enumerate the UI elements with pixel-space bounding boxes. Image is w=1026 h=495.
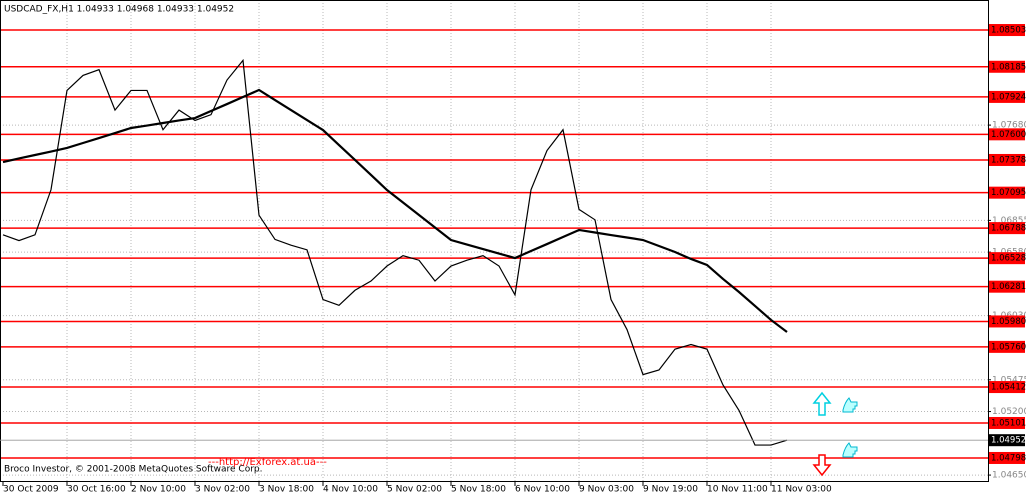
x-tick-label: 6 Nov 10:00: [515, 485, 570, 495]
level-label: 1.08503: [991, 26, 1026, 36]
level-label: 1.04798: [991, 453, 1026, 463]
level-label: 1.07095: [991, 188, 1026, 198]
x-tick-label: 3 Nov 02:00: [195, 485, 250, 495]
level-label-box: [989, 186, 1025, 199]
level-label-box: [989, 60, 1025, 73]
down-arrow-icon: [812, 454, 832, 477]
x-tick-label: 30 Oct 16:00: [67, 485, 126, 495]
credit: Broco Investor, © 2001-2008 MetaQuotes S…: [4, 465, 263, 475]
x-tick-label: 2 Nov 10:00: [131, 485, 186, 495]
level-label: 1.05412: [991, 383, 1026, 393]
level-label-box: [989, 24, 1025, 37]
chart-title: USDCAD_FX,H1 1.04933 1.04968 1.04933 1.0…: [4, 5, 234, 15]
x-tick-label: 9 Nov 03:00: [579, 485, 634, 495]
level-label: 1.06281: [991, 282, 1026, 292]
level-label: 1.05101: [991, 418, 1026, 428]
level-label-box: [989, 416, 1025, 429]
thumb-icon: [842, 442, 858, 458]
x-tick-label: 3 Nov 18:00: [259, 485, 314, 495]
level-label: 1.06528: [991, 254, 1026, 264]
level-label-box: [989, 340, 1025, 353]
x-tick-label: 5 Nov 02:00: [387, 485, 442, 495]
level-label: 1.08185: [991, 62, 1026, 72]
level-label-box: [989, 252, 1025, 265]
price-line: [2, 88, 788, 333]
y-tick-label: 1.06855: [992, 216, 1026, 226]
up-arrow-icon: [812, 391, 832, 416]
current-price-label: 1.04952: [991, 436, 1026, 446]
level-label: 1.06788: [991, 224, 1026, 234]
plot-frame: [0, 0, 989, 482]
level-label: 1.07924: [991, 92, 1026, 102]
level-label-box: [989, 315, 1025, 328]
level-label-box: [989, 381, 1025, 394]
thumb-icon: [842, 397, 858, 413]
level-label-box: [989, 90, 1025, 103]
y-tick-label: 1.07680: [992, 121, 1026, 131]
level-label: 1.07378: [991, 155, 1026, 165]
y-tick-label: 1.04650: [992, 471, 1026, 481]
level-label: 1.07600: [991, 130, 1026, 140]
x-tick-label: 11 Nov 03:00: [771, 485, 832, 495]
price-line: [2, 58, 788, 446]
level-label-box: [989, 280, 1025, 293]
x-tick-label: 30 Oct 2009: [3, 485, 59, 495]
level-label-box: [989, 128, 1025, 141]
x-tick-label: 9 Nov 19:00: [643, 485, 698, 495]
current-price-box: [989, 434, 1025, 447]
level-label: 1.05760: [991, 342, 1026, 352]
x-tick-label: 10 Nov 11:00: [707, 485, 768, 495]
series: [2, 58, 788, 446]
watermark: ---http://Exforex.at.ua---: [208, 457, 327, 468]
y-tick-label: 1.05475: [992, 375, 1026, 385]
level-label-box: [989, 153, 1025, 166]
level-label-box: [989, 222, 1025, 235]
y-tick-label: 1.05200: [992, 407, 1026, 417]
levels: [0, 29, 988, 459]
x-tick-label: 5 Nov 18:00: [451, 485, 506, 495]
x-tick-label: 4 Nov 10:00: [323, 485, 378, 495]
level-label-box: [989, 451, 1025, 464]
level-label: 1.05980: [991, 317, 1026, 327]
